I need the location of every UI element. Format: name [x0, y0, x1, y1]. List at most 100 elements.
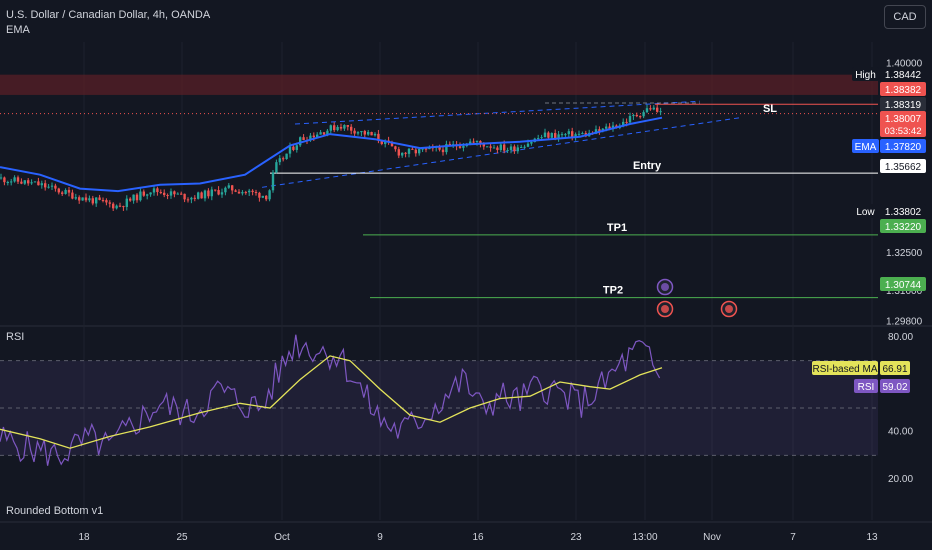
candle-body [353, 130, 356, 134]
candle-body [486, 146, 489, 148]
candle-body [557, 134, 560, 139]
price-label-value: 1.38319 [885, 100, 922, 111]
candle-body [622, 121, 625, 126]
candle-body [363, 131, 366, 135]
candle-body [91, 198, 94, 204]
candle-body [414, 149, 417, 154]
price-axis[interactable]: 1.40000 1.32500 1.31000 1.29800 1.38442 High 1… [852, 58, 926, 327]
candle-body [295, 145, 298, 150]
x-tick-label: 13 [866, 532, 878, 543]
candle-body [152, 188, 156, 193]
candle-body [23, 180, 26, 184]
price-label-box [880, 204, 926, 218]
candle-body [526, 143, 530, 147]
candle-body [282, 158, 285, 160]
candle-body [642, 112, 645, 117]
candle-body [309, 135, 312, 141]
symbol-title[interactable]: U.S. Dollar / Canadian Dollar, 4h, OANDA [6, 9, 211, 21]
level-label-tp2: TP2 [603, 285, 623, 297]
candle-body [373, 133, 377, 136]
candle-body [10, 181, 13, 183]
ema-indicator-label[interactable]: EMA [6, 24, 30, 36]
candle-body [635, 115, 638, 117]
candle-body [594, 129, 598, 134]
candle-body [156, 188, 159, 193]
candle-body [176, 193, 179, 195]
rsi-ma-line [0, 355, 663, 449]
candle-body [343, 125, 346, 129]
candle-body [122, 206, 125, 208]
candle-body [554, 133, 557, 139]
currency-button[interactable]: CAD [884, 5, 926, 29]
candle-body [645, 108, 649, 113]
price-tick-label: 1.32500 [886, 248, 923, 259]
candle-body [571, 131, 574, 138]
x-tick-label: 9 [377, 532, 383, 543]
candle-body [458, 146, 462, 148]
candle-body [105, 200, 108, 203]
candle-body [384, 140, 387, 144]
price-label-box [880, 159, 926, 173]
rsi-pane: 80.00 40.00 20.00 RSI-based MA 66.91 RSI 59.02 [0, 332, 913, 485]
rsi-tick-label: 40.00 [888, 427, 913, 438]
candle-body [108, 202, 111, 204]
x-tick-label: 25 [176, 532, 188, 543]
rsi-legend-tag [854, 379, 878, 393]
candle-body [6, 182, 9, 184]
candle-body [78, 197, 81, 201]
price-tick-label: 1.31000 [886, 286, 923, 297]
rsi-value: 59.02 [882, 382, 907, 393]
flash-event-icon-inner [661, 283, 669, 291]
resistance-zone [0, 74, 878, 95]
price-tag-label: Low [856, 207, 875, 218]
candle-body [397, 149, 400, 156]
candle-body [180, 193, 183, 195]
x-tick-label: 7 [790, 532, 796, 543]
rsi-legend-label: RSI [858, 382, 875, 393]
candle-body [61, 192, 64, 194]
candle-body [268, 190, 271, 200]
x-tick-label: Nov [703, 532, 721, 543]
candle-body [40, 183, 43, 186]
event-markers[interactable] [656, 278, 738, 318]
rsi-pane-title[interactable]: RSI [6, 331, 25, 343]
candle-body [112, 203, 115, 209]
upper-trendline [294, 100, 701, 125]
candle-body [101, 199, 105, 201]
candle-body [210, 189, 213, 197]
candle-body [649, 108, 652, 110]
candle-body [0, 177, 3, 179]
price-tick-label: 1.40000 [886, 58, 923, 69]
candle-body [489, 146, 492, 148]
candle-body [628, 116, 632, 123]
candle-body [220, 192, 224, 195]
time-axis[interactable]: 18 25 Oct 9 16 23 13:00 Nov 7 13 [78, 532, 878, 543]
candle-body [149, 192, 152, 195]
candle-body [27, 180, 30, 184]
candle-body [173, 191, 176, 195]
candle-body [326, 130, 329, 135]
candle-body [169, 191, 173, 196]
indicator-footer-label[interactable]: Rounded Bottom v1 [6, 505, 104, 517]
candle-body [316, 134, 319, 138]
candle-body [346, 125, 349, 127]
rsi-line [0, 334, 661, 466]
candle-body [166, 195, 169, 197]
candle-body [214, 189, 217, 191]
candle-body [513, 146, 516, 152]
candle-body [95, 197, 98, 204]
candle-body [312, 135, 315, 138]
x-tick-label: 18 [78, 532, 90, 543]
candle-body [57, 188, 60, 193]
price-label-value: 1.38382 [885, 85, 922, 96]
candle-body [367, 131, 370, 135]
price-label-box [880, 219, 926, 233]
candle-body [574, 134, 577, 138]
candle-body [448, 143, 451, 145]
candle-body [132, 194, 135, 201]
rsi-value-box [880, 361, 910, 375]
candle-body [71, 192, 74, 199]
candle-body [424, 148, 428, 150]
candle-body [390, 142, 394, 147]
